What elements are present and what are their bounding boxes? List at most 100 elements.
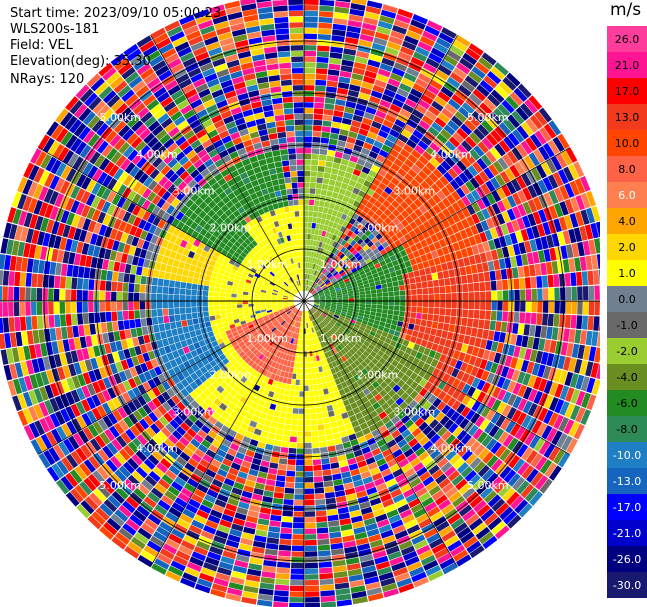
velocity-gate: [292, 326, 296, 333]
velocity-gate: [337, 140, 346, 148]
velocity-gate: [304, 216, 309, 223]
velocity-gate: [315, 240, 320, 247]
velocity-gate: [34, 372, 44, 388]
velocity-gate: [483, 75, 498, 89]
velocity-gate: [306, 311, 309, 317]
velocity-gate: [385, 83, 398, 93]
velocity-gate: [346, 244, 353, 251]
velocity-gate: [549, 465, 562, 481]
velocity-gate: [265, 383, 272, 391]
velocity-gate: [468, 424, 479, 437]
velocity-gate: [318, 306, 324, 310]
velocity-gate: [168, 294, 174, 301]
velocity-gate: [165, 329, 173, 338]
velocity-gate: [217, 468, 228, 478]
velocity-gate: [480, 508, 495, 522]
velocity-gate: [380, 221, 388, 229]
velocity-gate: [347, 357, 354, 365]
velocity-gate: [254, 303, 260, 307]
velocity-gate: [479, 102, 493, 116]
velocity-gate: [507, 132, 520, 147]
velocity-gate: [274, 387, 281, 394]
velocity-gate: [315, 285, 320, 291]
velocity-gate: [337, 344, 343, 351]
velocity-gate: [301, 345, 304, 351]
velocity-gate: [362, 317, 369, 322]
velocity-gate: [317, 39, 331, 46]
velocity-gate: [309, 402, 316, 409]
velocity-gate: [219, 519, 232, 529]
velocity-gate: [369, 244, 377, 251]
velocity-gate: [361, 166, 371, 175]
velocity-gate: [384, 385, 392, 394]
velocity-gate: [210, 320, 217, 326]
velocity-gate: [334, 104, 345, 112]
velocity-gate: [128, 301, 134, 311]
velocity-gate: [378, 424, 388, 434]
velocity-gate: [312, 459, 322, 466]
velocity-gate: [255, 351, 262, 358]
velocity-gate: [391, 123, 403, 134]
velocity-gate: [304, 16, 318, 23]
velocity-gate: [348, 303, 354, 307]
velocity-gate: [356, 238, 364, 245]
velocity-gate: [312, 291, 317, 295]
velocity-gate: [203, 371, 212, 380]
velocity-gate: [417, 294, 423, 301]
velocity-gate: [321, 183, 329, 191]
velocity-gate: [91, 394, 102, 407]
velocity-gate: [111, 291, 117, 301]
velocity-gate: [327, 74, 339, 82]
velocity-gate: [3, 364, 13, 381]
velocity-gate: [568, 164, 580, 180]
velocity-gate: [292, 413, 299, 420]
velocity-gate: [411, 164, 422, 174]
velocity-gate: [375, 561, 391, 571]
velocity-gate: [243, 347, 250, 354]
velocity-gate: [449, 71, 464, 84]
velocity-gate: [343, 338, 350, 345]
velocity-gate: [348, 463, 359, 471]
velocity-gate: [291, 373, 297, 380]
velocity-gate: [534, 130, 547, 145]
velocity-gate: [521, 465, 535, 480]
velocity-gate: [322, 327, 327, 334]
velocity-gate: [203, 525, 217, 535]
velocity-gate: [296, 442, 304, 449]
velocity-gate: [537, 288, 543, 301]
velocity-gate: [122, 301, 128, 311]
velocity-gate: [445, 407, 456, 419]
velocity-gate: [133, 301, 140, 310]
velocity-gate: [232, 311, 238, 317]
velocity-gate: [369, 330, 376, 337]
velocity-gate: [274, 590, 289, 597]
velocity-gate: [243, 485, 254, 493]
velocity-gate: [452, 350, 461, 360]
velocity-gate: [320, 283, 326, 289]
velocity-gate: [115, 435, 127, 448]
velocity-gate: [369, 397, 378, 406]
velocity-gate: [460, 248, 469, 258]
velocity-gate: [493, 352, 502, 364]
velocity-gate: [350, 369, 357, 377]
velocity-gate: [315, 183, 323, 189]
velocity-gate: [214, 333, 222, 340]
velocity-gate: [348, 179, 357, 187]
velocity-gate: [316, 271, 321, 278]
velocity-gate: [332, 334, 338, 340]
velocity-gate: [451, 202, 461, 213]
velocity-gate: [217, 416, 227, 425]
velocity-gate: [162, 543, 178, 555]
velocity-gate: [321, 334, 327, 341]
velocity-gate: [368, 169, 378, 178]
velocity-gate: [507, 245, 515, 257]
velocity-gate: [514, 161, 526, 175]
velocity-gate: [317, 289, 323, 293]
velocity-gate: [549, 340, 557, 354]
velocity-gate: [402, 488, 415, 499]
velocity-gate: [360, 301, 366, 304]
velocity-gate: [317, 247, 322, 253]
velocity-gate: [368, 344, 375, 351]
velocity-gate: [387, 458, 398, 468]
velocity-gate: [215, 572, 231, 582]
